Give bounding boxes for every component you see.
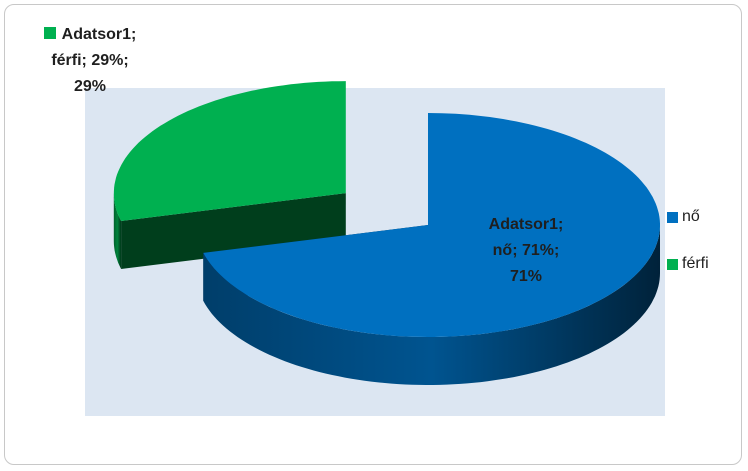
slice-side — [113, 193, 122, 269]
legend-swatch — [667, 258, 678, 270]
legend-label: férfi — [682, 255, 709, 272]
chart-frame — [4, 4, 742, 465]
legend-item: nő — [667, 208, 700, 226]
data-label: Adatsor1; nő; 71%; 71% — [476, 212, 576, 290]
slice — [113, 81, 346, 221]
data-label-text: Adatsor1; férfi; 29%; 29% — [51, 26, 137, 95]
legend-swatch — [667, 211, 678, 223]
data-label-text: Adatsor1; nő; 71%; 71% — [488, 216, 564, 285]
legend-label: nő — [682, 208, 700, 225]
data-label: Adatsor1; férfi; 29%; 29% — [40, 22, 140, 100]
slice — [203, 113, 661, 337]
legend-key — [43, 27, 56, 39]
legend-item: férfi — [667, 255, 709, 273]
slice-side — [203, 225, 661, 385]
slice-side — [121, 193, 346, 269]
